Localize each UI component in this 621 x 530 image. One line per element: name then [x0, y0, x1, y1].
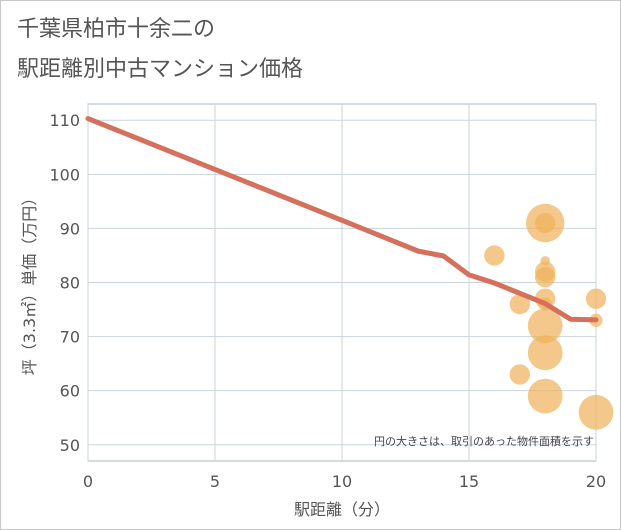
axis-ticks: 0 5 10 15 20 50 60 70 80 90 100 110: [49, 111, 606, 491]
grid-lines: [87, 104, 597, 461]
y-tick-label: 60: [60, 382, 80, 401]
x-tick-label: 10: [332, 472, 352, 491]
bubble-point: [527, 378, 563, 414]
bubble-point: [484, 245, 505, 266]
bubble-series: [484, 203, 614, 430]
trend-series: [85, 116, 599, 323]
bubble-point: [535, 212, 556, 234]
bubble-point: [578, 394, 614, 430]
y-tick-label: 100: [49, 165, 80, 184]
y-tick-label: 90: [60, 219, 80, 238]
bubble-point: [509, 364, 530, 385]
y-tick-label: 80: [60, 274, 80, 293]
y-tick-label: 50: [60, 436, 80, 455]
chart-title-line-2: 駅距離別中古マンション価格: [17, 57, 304, 82]
bubble-size-note: 円の大きさは、取引のあった物件面積を示す: [374, 434, 594, 448]
y-tick-label: 70: [60, 328, 80, 347]
x-axis-label: 駅距離（分）: [294, 500, 390, 519]
x-tick-label: 20: [586, 472, 606, 491]
x-tick-label: 0: [83, 472, 93, 491]
x-tick-label: 15: [459, 472, 479, 491]
y-tick-label: 110: [49, 111, 80, 130]
bubble-point: [527, 308, 563, 344]
y-axis-label: 坪（3.3㎡）単価（万円）: [20, 190, 39, 375]
chart-title-line-1: 千葉県柏市十余二の: [17, 17, 216, 42]
bubble-point: [527, 335, 563, 371]
bubble-point: [535, 266, 556, 288]
size-note: 円の大きさは、取引のあった物件面積を示す: [374, 434, 594, 448]
x-tick-label: 5: [210, 472, 220, 491]
axis-labels: 駅距離（分） 坪（3.3㎡）単価（万円）: [20, 190, 390, 519]
trend-line: [85, 116, 599, 323]
bubble-point: [509, 293, 530, 315]
bubble-point: [585, 288, 607, 309]
